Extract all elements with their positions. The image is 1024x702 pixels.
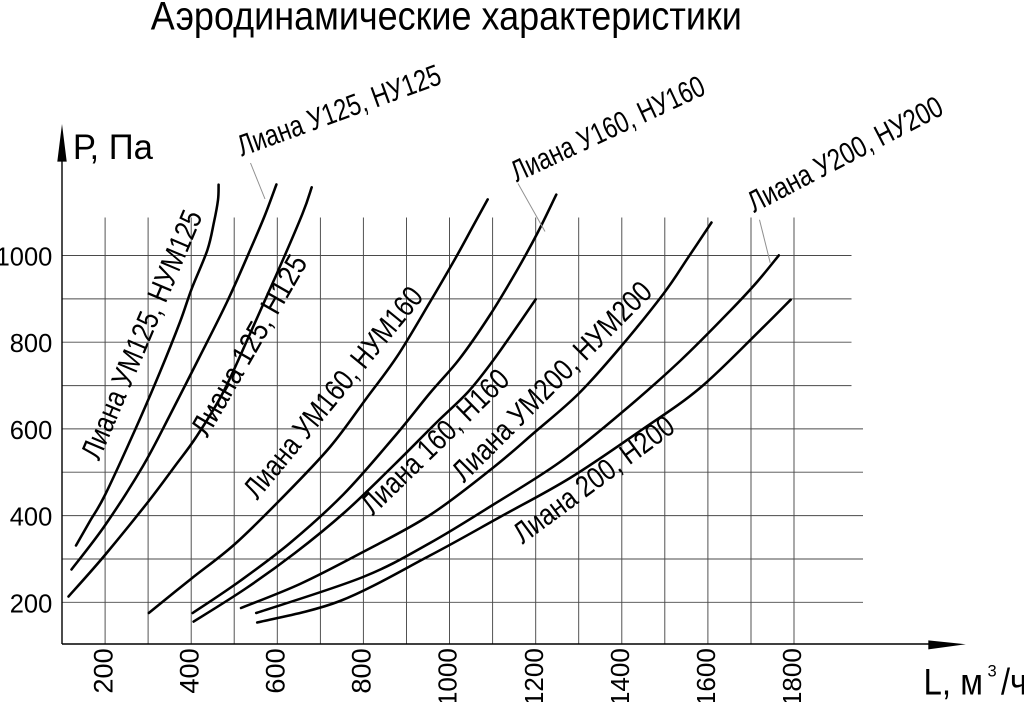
svg-text:1600: 1600 <box>691 648 721 702</box>
svg-text:200: 200 <box>87 648 118 693</box>
svg-text:800: 800 <box>346 648 377 693</box>
svg-text:400: 400 <box>173 648 204 693</box>
svg-text:Лиана У200, НУ200: Лиана У200, НУ200 <box>742 90 948 219</box>
svg-text:3: 3 <box>988 663 997 681</box>
svg-text:1200: 1200 <box>519 648 549 702</box>
svg-text:1800: 1800 <box>777 648 807 702</box>
svg-text:400: 400 <box>10 504 53 532</box>
svg-text:L, м: L, м <box>924 661 984 702</box>
svg-text:1400: 1400 <box>605 648 635 702</box>
svg-text:1000: 1000 <box>0 244 52 272</box>
svg-text:800: 800 <box>10 330 53 358</box>
svg-text:Аэродинамические характеристик: Аэродинамические характеристики <box>151 0 742 39</box>
svg-text:Лиана У160, НУ160: Лиана У160, НУ160 <box>506 70 711 189</box>
svg-text:1000: 1000 <box>433 648 463 702</box>
svg-text:Р, Па: Р, Па <box>73 127 153 167</box>
svg-text:Лиана У125, НУ125: Лиана У125, НУ125 <box>233 59 446 163</box>
svg-text:600: 600 <box>10 417 53 445</box>
svg-text:600: 600 <box>260 648 291 693</box>
svg-text:200: 200 <box>10 590 53 618</box>
svg-text:/ч: /ч <box>1001 660 1024 702</box>
